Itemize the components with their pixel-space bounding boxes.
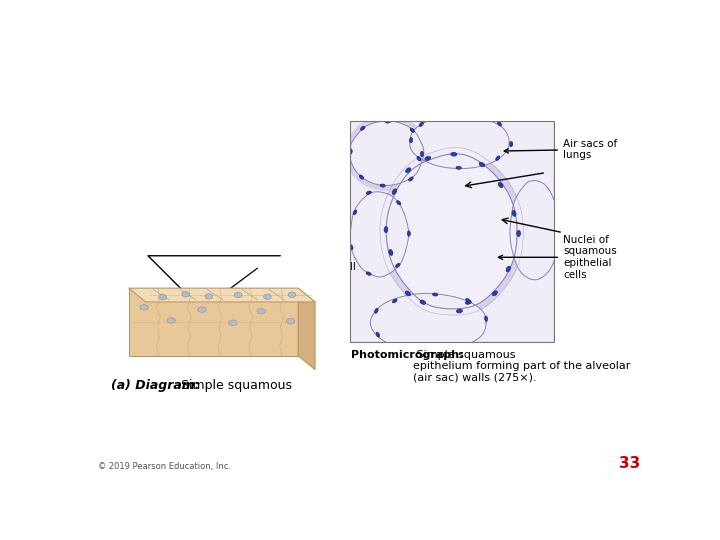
Ellipse shape bbox=[205, 294, 212, 299]
Ellipse shape bbox=[510, 141, 513, 147]
Text: (a) Diagram:: (a) Diagram: bbox=[111, 379, 200, 392]
Ellipse shape bbox=[451, 152, 457, 156]
Ellipse shape bbox=[359, 175, 364, 179]
Ellipse shape bbox=[425, 156, 431, 160]
Ellipse shape bbox=[234, 292, 242, 298]
Ellipse shape bbox=[464, 342, 469, 347]
Ellipse shape bbox=[287, 319, 294, 324]
Bar bbox=[350, 121, 554, 342]
Polygon shape bbox=[178, 186, 188, 231]
Text: Simple squamous: Simple squamous bbox=[177, 379, 292, 392]
Ellipse shape bbox=[498, 122, 502, 126]
Ellipse shape bbox=[392, 299, 397, 303]
Ellipse shape bbox=[366, 191, 372, 194]
Text: © 2019 Pearson Education, Inc.: © 2019 Pearson Education, Inc. bbox=[98, 462, 231, 471]
Ellipse shape bbox=[264, 294, 271, 299]
Polygon shape bbox=[344, 116, 429, 191]
Polygon shape bbox=[129, 288, 298, 356]
Ellipse shape bbox=[384, 226, 388, 233]
Polygon shape bbox=[380, 147, 523, 315]
Ellipse shape bbox=[410, 138, 413, 143]
Text: Photomicrograph:: Photomicrograph: bbox=[351, 350, 464, 360]
Ellipse shape bbox=[395, 264, 400, 267]
Ellipse shape bbox=[389, 249, 393, 255]
Ellipse shape bbox=[374, 308, 378, 313]
Ellipse shape bbox=[385, 120, 390, 123]
Ellipse shape bbox=[456, 309, 462, 313]
Ellipse shape bbox=[466, 299, 470, 302]
Ellipse shape bbox=[380, 184, 385, 187]
Text: Nuclei of
squamous
epithelial
cells: Nuclei of squamous epithelial cells bbox=[498, 235, 617, 280]
Bar bbox=[350, 121, 554, 342]
Ellipse shape bbox=[506, 266, 510, 272]
Ellipse shape bbox=[495, 156, 500, 160]
Ellipse shape bbox=[492, 291, 498, 296]
Ellipse shape bbox=[420, 300, 426, 305]
Ellipse shape bbox=[405, 168, 411, 173]
Ellipse shape bbox=[431, 350, 436, 354]
Polygon shape bbox=[410, 115, 509, 168]
Ellipse shape bbox=[198, 307, 206, 312]
Ellipse shape bbox=[349, 148, 352, 154]
Ellipse shape bbox=[361, 126, 365, 130]
Ellipse shape bbox=[485, 316, 487, 321]
Ellipse shape bbox=[392, 189, 397, 194]
Ellipse shape bbox=[140, 305, 148, 310]
Polygon shape bbox=[386, 154, 517, 309]
Ellipse shape bbox=[517, 231, 521, 237]
Ellipse shape bbox=[512, 211, 516, 217]
Ellipse shape bbox=[288, 292, 296, 298]
Polygon shape bbox=[349, 121, 424, 186]
Text: Air sacs of
lungs: Air sacs of lungs bbox=[504, 139, 617, 160]
Ellipse shape bbox=[397, 201, 401, 205]
Polygon shape bbox=[510, 180, 559, 280]
Ellipse shape bbox=[350, 245, 353, 250]
Ellipse shape bbox=[498, 183, 503, 188]
Ellipse shape bbox=[433, 293, 438, 296]
Ellipse shape bbox=[456, 166, 462, 170]
Ellipse shape bbox=[410, 128, 415, 132]
Ellipse shape bbox=[353, 210, 357, 215]
Text: Basement
membrane: Basement membrane bbox=[143, 314, 343, 350]
Ellipse shape bbox=[228, 320, 237, 326]
Ellipse shape bbox=[159, 294, 166, 300]
Ellipse shape bbox=[419, 122, 423, 126]
Ellipse shape bbox=[402, 349, 407, 353]
Text: Simple squamous
epithelium forming part of the alveolar
(air sac) walls (275×).: Simple squamous epithelium forming part … bbox=[413, 350, 630, 383]
Polygon shape bbox=[298, 288, 315, 370]
Polygon shape bbox=[153, 184, 192, 284]
Ellipse shape bbox=[376, 332, 379, 337]
Polygon shape bbox=[217, 184, 252, 279]
Ellipse shape bbox=[408, 231, 410, 236]
Ellipse shape bbox=[409, 177, 413, 181]
Ellipse shape bbox=[366, 272, 372, 275]
Polygon shape bbox=[370, 293, 486, 352]
Text: 33: 33 bbox=[618, 456, 640, 471]
Ellipse shape bbox=[167, 318, 176, 323]
Ellipse shape bbox=[417, 157, 421, 161]
Polygon shape bbox=[350, 192, 408, 277]
Ellipse shape bbox=[405, 291, 410, 296]
Polygon shape bbox=[349, 121, 424, 186]
Polygon shape bbox=[386, 154, 517, 309]
Ellipse shape bbox=[182, 292, 189, 297]
Ellipse shape bbox=[257, 308, 266, 314]
Ellipse shape bbox=[465, 300, 472, 305]
Ellipse shape bbox=[479, 163, 485, 167]
Text: Nucleus of
squamous
epithelial cell: Nucleus of squamous epithelial cell bbox=[148, 239, 356, 308]
Bar bbox=[351, 122, 553, 341]
Polygon shape bbox=[129, 288, 315, 302]
Ellipse shape bbox=[420, 151, 423, 157]
Polygon shape bbox=[230, 186, 242, 225]
Ellipse shape bbox=[457, 113, 462, 116]
